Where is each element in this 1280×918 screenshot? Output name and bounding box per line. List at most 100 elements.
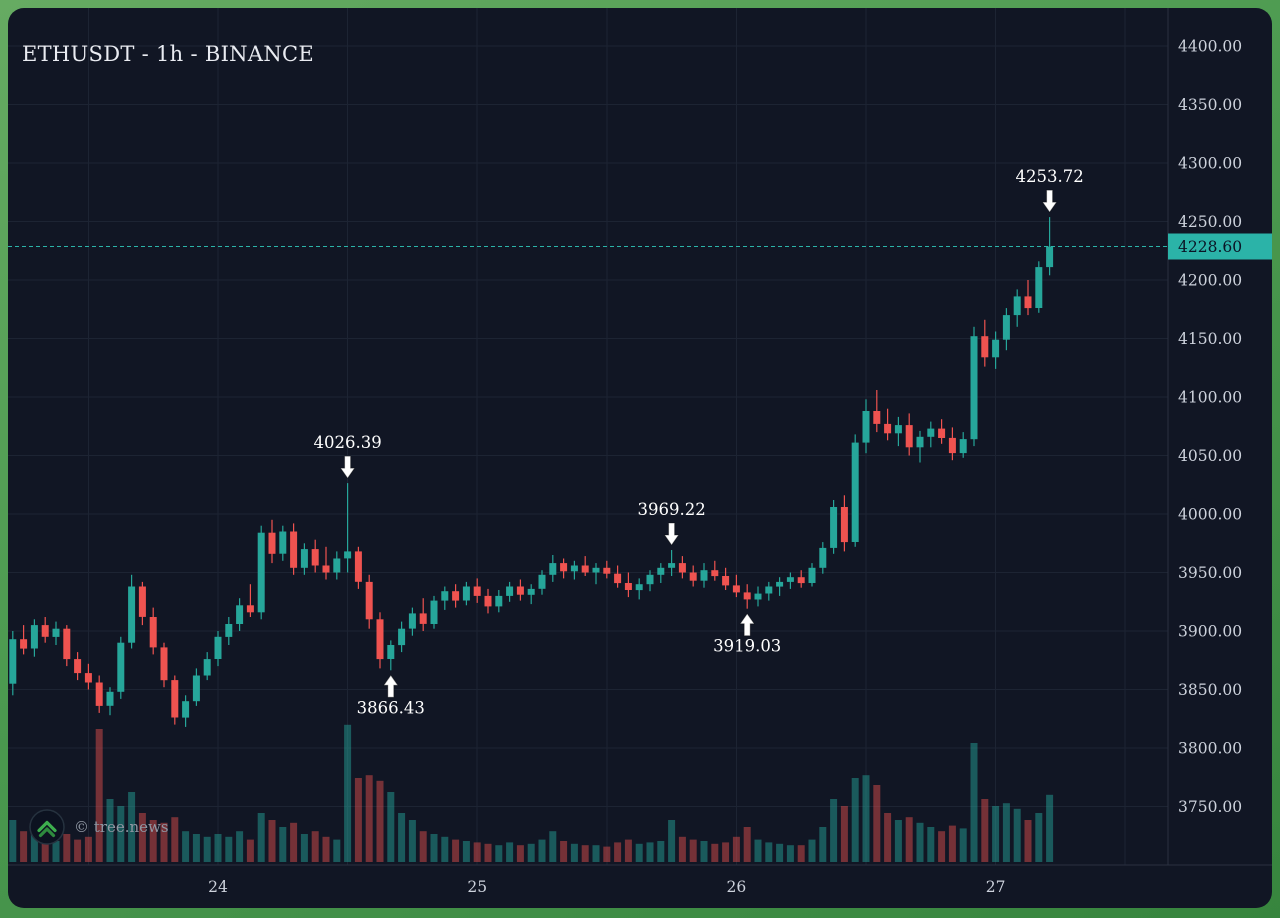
volume-bar [981, 799, 989, 862]
candle-up [646, 570, 654, 592]
volume-bar [1035, 813, 1043, 862]
volume-bar [117, 806, 125, 862]
candle-down [484, 588, 492, 614]
volume-bar [257, 813, 265, 862]
volume-bar [754, 839, 762, 862]
candle-up [225, 617, 233, 645]
candle-up [398, 621, 406, 653]
candle-down [1024, 280, 1032, 316]
volume-bar [398, 813, 406, 862]
volume-bar [894, 820, 902, 862]
candle-down [614, 565, 622, 588]
candle-down [743, 584, 751, 609]
volume-bar [948, 825, 956, 862]
volume-bar [430, 834, 438, 862]
candle-down [365, 574, 373, 629]
price-tick-label: 3900.00 [1178, 623, 1242, 641]
candle-up [236, 598, 244, 631]
candle-down [95, 675, 103, 713]
price-axis[interactable]: 4400.00 4350.00 4300.00 4250.00 4200.00 4150.… [1167, 8, 1272, 865]
price-tick-label: 4200.00 [1178, 272, 1242, 290]
candle-down [354, 546, 362, 589]
candle-up [527, 584, 535, 605]
volume-bar [30, 827, 38, 862]
volume-bar [300, 834, 308, 862]
candle-down [419, 598, 427, 631]
volume-bar [506, 842, 514, 862]
current-price-label: 4228.60 [1168, 233, 1272, 260]
volume-bar [1046, 794, 1054, 862]
up-arrow-icon [739, 612, 756, 637]
candle-up [117, 636, 125, 699]
candle-down [732, 574, 740, 598]
time-tick-label: 25 [467, 878, 487, 896]
candle-up [668, 550, 676, 576]
annotation-label: 3866.43 [357, 698, 425, 717]
volume-bar [149, 820, 157, 862]
candle-up [927, 421, 935, 448]
candle-down [311, 539, 319, 573]
volume-bar [592, 845, 600, 862]
candle-up [333, 551, 341, 580]
volume-bar [614, 842, 622, 862]
price-annotation: 3919.03 [713, 612, 781, 656]
annotation-label: 4026.39 [313, 433, 381, 452]
volume-bar [646, 842, 654, 862]
candle-down [797, 570, 805, 588]
volume-bar [765, 842, 773, 862]
candle-down [322, 546, 330, 580]
volume-bar [538, 839, 546, 862]
candle-down [74, 652, 82, 681]
volume-bar [236, 831, 244, 862]
candle-down [711, 560, 719, 581]
candle-up [776, 577, 784, 596]
candle-down [138, 581, 146, 626]
volume-bar [581, 845, 589, 862]
volume-bar [635, 843, 643, 862]
volume-bar [916, 822, 924, 862]
volume-bar [246, 839, 254, 862]
volume-bar [657, 841, 665, 862]
candle-up [257, 525, 265, 620]
candle-down [560, 558, 568, 579]
chart-title: ETHUSDT - 1h - BINANCE [22, 42, 314, 66]
time-axis[interactable]: 24 25 26 27 [8, 864, 1272, 896]
candle-up [408, 607, 416, 636]
volume-bar [84, 836, 92, 862]
volume-bar [722, 842, 730, 862]
volume-bar [20, 831, 28, 862]
grid-layer [8, 8, 1168, 865]
candlestick-chart[interactable]: 4026.39 3866.43 3969.22 3919.03 4253.72 4400.… [8, 8, 1272, 908]
volume-bar [484, 843, 492, 862]
volume-bar [808, 839, 816, 862]
volume-bar [862, 775, 870, 862]
volume-bar [819, 827, 827, 862]
candle-down [268, 519, 276, 564]
candle-up [106, 687, 114, 716]
candle-down [678, 556, 686, 579]
volume-bar [268, 820, 276, 862]
candle-up [1013, 289, 1021, 327]
volume-bar [560, 841, 568, 862]
price-tick-label: 4300.00 [1178, 155, 1242, 173]
candle-up [786, 572, 794, 589]
candle-down [149, 607, 157, 655]
candle-up [279, 525, 287, 561]
candle-up [9, 631, 17, 696]
volume-bar [711, 843, 719, 862]
candle-up [916, 430, 924, 463]
candle-up [862, 399, 870, 454]
candle-down [452, 584, 460, 608]
candle-up [970, 326, 978, 447]
down-arrow-icon [663, 522, 680, 546]
candle-up [819, 542, 827, 574]
candle-down [905, 413, 913, 456]
candle-up [203, 652, 211, 681]
volume-bar [1002, 803, 1010, 862]
price-tick-label: 3750.00 [1178, 798, 1242, 816]
annotation-label: 3919.03 [713, 637, 781, 656]
volume-bar [700, 841, 708, 862]
price-annotation: 3866.43 [357, 674, 425, 717]
volume-bar [279, 827, 287, 862]
volume-bar [495, 845, 503, 862]
